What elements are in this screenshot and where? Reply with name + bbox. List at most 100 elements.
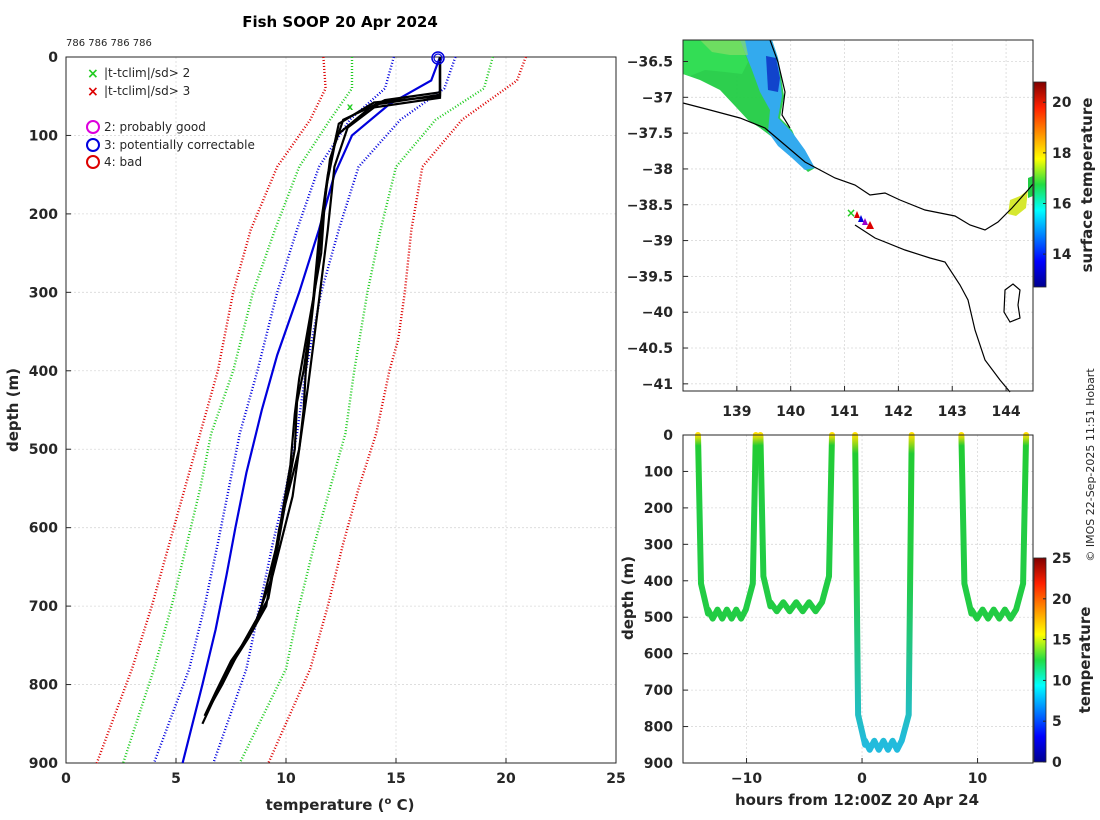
y-tick-label: −41 [642, 377, 673, 393]
profile-title: Fish SOOP 20 Apr 2024 [242, 13, 438, 31]
y-tick-label: −38 [642, 162, 673, 178]
y-tick-label: −37 [642, 90, 673, 106]
map-ticks: 139 140 141 142 143 144 −36.5 −37 −37.5 −38 −38.5 −… [627, 54, 1021, 420]
y-tick-label: −40 [642, 305, 673, 321]
cast-trace [695, 432, 759, 622]
y-tick-label: 700 [644, 683, 673, 699]
y-tick-label: 900 [644, 756, 673, 772]
cast-trace [757, 432, 835, 615]
series-line [208, 57, 442, 709]
y-tick-label: 300 [644, 537, 673, 553]
timedepth-y-label: depth (m) [619, 556, 637, 640]
x-tick-label: 25 [606, 771, 625, 787]
ship-position-marker [866, 221, 874, 229]
series-line [181, 56, 442, 764]
x-tick-label: 0 [857, 771, 867, 787]
colorbar-tick-label: 10 [1052, 673, 1072, 689]
y-tick-label: 200 [29, 207, 58, 223]
x-label-main: temperature ( [266, 796, 385, 814]
legend-label-bad: 4: bad [104, 155, 142, 169]
legend-marker-magenta-circle [86, 120, 100, 134]
profile-ticks: 0 5 10 15 20 25 0 100 200 300 400 500 600 700 800 900 [29, 50, 626, 787]
credit-text: © IMOS 22-Sep-2025 11:51 Hobart [1084, 368, 1097, 562]
legend-marker-red-x: × [87, 84, 99, 100]
colorbar-tick-label: 16 [1052, 196, 1071, 212]
y-tick-label: 600 [29, 521, 58, 537]
timedepth-colorbar-ticks: 0 5 10 15 20 25 [1043, 551, 1072, 771]
series-line [203, 57, 442, 717]
map-ship-positions: × [846, 206, 874, 229]
y-tick-label: 0 [663, 428, 673, 444]
x-tick-label: 20 [496, 771, 516, 787]
legend-label-3sd: |t-tclim|/sd> 3 [104, 84, 190, 98]
x-tick-label: −10 [731, 771, 762, 787]
series-line [267, 56, 527, 764]
map-coastline [682, 39, 1034, 393]
x-tick-label: 10 [968, 771, 988, 787]
timedepth-axes-frame [682, 434, 1034, 764]
profile-series [95, 56, 527, 764]
y-tick-label: 200 [644, 501, 673, 517]
x-label-unit: C) [391, 796, 414, 814]
y-tick-label: 900 [29, 756, 58, 772]
map-sst-swath [683, 40, 1033, 216]
legend-label-probably-good: 2: probably good [104, 120, 206, 134]
x-tick-label: 15 [386, 771, 405, 787]
colorbar-tick-label: 20 [1052, 592, 1072, 608]
y-tick-label: 100 [29, 128, 58, 144]
colorbar-tick-label: 5 [1052, 714, 1062, 730]
cast-trace [852, 432, 915, 753]
y-tick-label: −36.5 [627, 54, 673, 70]
y-tick-label: −38.5 [627, 198, 673, 214]
y-tick-label: 0 [48, 50, 58, 66]
profile-axes-frame [65, 56, 617, 764]
colorbar-tick-label: 0 [1052, 755, 1062, 771]
y-tick-label: 800 [644, 720, 673, 736]
map-colorbar [1033, 81, 1047, 288]
ship-position-x-marker: × [846, 206, 856, 220]
y-tick-label: 400 [644, 574, 673, 590]
x-tick-label: 140 [776, 404, 805, 420]
y-tick-label: 400 [29, 364, 58, 380]
colorbar-tick-label: 18 [1052, 146, 1071, 162]
series-line [205, 57, 442, 713]
y-tick-label: 800 [29, 678, 58, 694]
timedepth-colorbar-label: temperature [1076, 607, 1094, 714]
profile-legend: × |t-tclim|/sd> 2 × |t-tclim|/sd> 3 2: p… [86, 66, 255, 169]
flag-circle-marker [431, 51, 445, 65]
ship-position-marker [858, 215, 864, 222]
legend-label-correctable: 3: potentially correctable [104, 138, 255, 152]
x-tick-label: 143 [938, 404, 967, 420]
profile-header-ids: 786 786 786 786 [66, 38, 152, 49]
profile-x-label: temperature (o C) [266, 796, 415, 814]
flag-x-marker: x [347, 102, 354, 113]
y-tick-label: −37.5 [627, 126, 673, 142]
colorbar-tick-label: 20 [1052, 95, 1072, 111]
y-tick-label: −39.5 [627, 269, 673, 285]
series-line [95, 56, 327, 764]
ship-position-marker [854, 211, 860, 218]
series-line [152, 56, 395, 764]
series-line [122, 57, 354, 764]
legend-marker-red-circle [86, 155, 100, 169]
profile-y-label: depth (m) [4, 368, 22, 452]
colorbar-tick-label: 14 [1052, 247, 1072, 263]
series-line [238, 56, 494, 764]
y-tick-label: 600 [644, 647, 673, 663]
cast-trace [958, 432, 1030, 622]
colorbar-tick-label: 15 [1052, 633, 1071, 649]
colorbar-tick-label: 25 [1052, 551, 1071, 567]
map-colorbar-label: surface temperature [1078, 98, 1096, 273]
x-tick-label: 5 [171, 771, 181, 787]
timedepth-x-label: hours from 12:00Z 20 Apr 24 [735, 791, 979, 809]
ship-position-marker [862, 218, 868, 225]
map-grid [683, 40, 1033, 391]
x-tick-label: 0 [61, 771, 71, 787]
y-tick-label: 300 [29, 285, 58, 301]
timedepth-colorbar [1033, 557, 1047, 763]
x-tick-label: 10 [276, 771, 296, 787]
x-tick-label: 142 [884, 404, 913, 420]
legend-marker-green-x: × [87, 66, 99, 82]
